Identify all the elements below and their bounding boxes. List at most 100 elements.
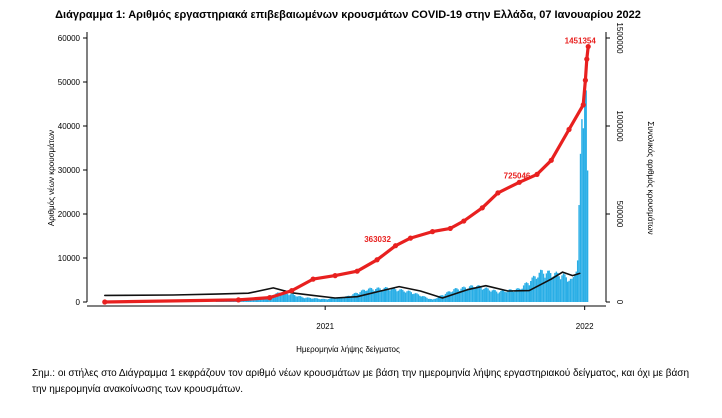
bar — [511, 290, 513, 302]
bar — [505, 292, 508, 302]
bar — [265, 297, 267, 302]
bar — [309, 297, 312, 302]
bar — [286, 293, 289, 302]
bar — [431, 299, 434, 302]
y-left-tick-label: 40000 — [58, 122, 81, 131]
bar — [397, 290, 400, 302]
bar — [370, 288, 373, 302]
bar — [305, 297, 307, 302]
bar — [517, 288, 519, 302]
bar — [571, 278, 573, 302]
bar — [404, 292, 407, 302]
bar — [376, 287, 378, 302]
bar — [402, 289, 404, 302]
bar — [480, 287, 482, 302]
bar — [476, 286, 478, 302]
cumulative-line-point — [495, 190, 501, 196]
bar — [582, 128, 585, 302]
bar — [453, 289, 455, 302]
bar — [561, 275, 563, 302]
y-left-tick-label: 60000 — [58, 34, 81, 43]
bar — [574, 274, 576, 302]
bar — [257, 299, 259, 302]
bar — [420, 296, 422, 302]
bar — [427, 298, 430, 302]
bar — [322, 298, 324, 302]
bar — [247, 300, 249, 302]
bar — [403, 291, 405, 302]
cumulative-line-point — [289, 287, 295, 294]
bar — [272, 296, 275, 302]
bar — [241, 300, 243, 302]
bar — [456, 288, 458, 302]
bar — [575, 271, 577, 302]
cumulative-line-point — [534, 171, 540, 177]
bar — [359, 292, 361, 302]
chart-title: Διάγραμμα 1: Αριθμός εργαστηριακά επιβεβ… — [55, 9, 641, 21]
bar — [424, 296, 427, 302]
bar — [321, 298, 323, 302]
bar — [279, 293, 282, 302]
bar — [470, 285, 472, 302]
bar — [512, 291, 515, 302]
bar — [481, 289, 484, 302]
bar — [289, 294, 292, 302]
bar — [494, 290, 496, 302]
bar — [514, 290, 516, 302]
bar — [299, 296, 302, 302]
bar — [285, 292, 287, 302]
y-right-tick-label: 500000 — [615, 201, 624, 228]
bar — [495, 291, 498, 302]
bar — [311, 298, 313, 302]
cumulative-line-point — [310, 276, 316, 282]
bar — [262, 297, 265, 302]
bar — [323, 298, 326, 302]
bar — [340, 297, 343, 302]
average-line — [104, 271, 581, 299]
y-right-tick-label: 0 — [615, 300, 624, 305]
cumulative-line-point — [479, 205, 485, 211]
bar — [498, 292, 501, 302]
bar — [576, 260, 579, 302]
bar — [345, 296, 347, 302]
bar — [487, 288, 489, 302]
cumulative-line-point — [580, 102, 586, 108]
bar — [252, 299, 255, 302]
bar — [275, 293, 277, 302]
bar — [315, 298, 317, 302]
bar — [333, 298, 336, 302]
bar — [349, 296, 351, 302]
x-tick-label: 2022 — [576, 322, 594, 331]
bar — [365, 291, 367, 302]
bar — [458, 290, 461, 302]
x-tick-label: 2021 — [316, 322, 334, 331]
bar — [336, 297, 339, 302]
bar — [400, 289, 403, 302]
bar — [510, 289, 512, 302]
bar — [552, 276, 555, 302]
bar — [413, 293, 415, 302]
bar — [296, 296, 299, 302]
bar — [473, 287, 475, 302]
cumulative-line-point — [548, 157, 554, 163]
bar — [284, 291, 286, 302]
bar — [545, 273, 548, 302]
bar — [363, 289, 366, 302]
bar — [242, 300, 245, 302]
bar — [558, 276, 560, 302]
y-axis-label-left: Αριθμός νέων κρουσμάτων — [47, 130, 56, 226]
bar — [379, 288, 381, 302]
bar — [451, 291, 454, 302]
bar — [302, 297, 304, 302]
bar — [292, 294, 294, 302]
bar — [544, 277, 546, 302]
bar — [423, 296, 425, 302]
bar — [264, 298, 266, 302]
bar — [417, 294, 420, 302]
bar — [245, 300, 248, 302]
bar — [436, 298, 438, 302]
y-right-tick-label: 1000000 — [615, 110, 624, 142]
bar — [527, 283, 529, 302]
bar — [493, 289, 495, 302]
bar — [463, 286, 465, 302]
